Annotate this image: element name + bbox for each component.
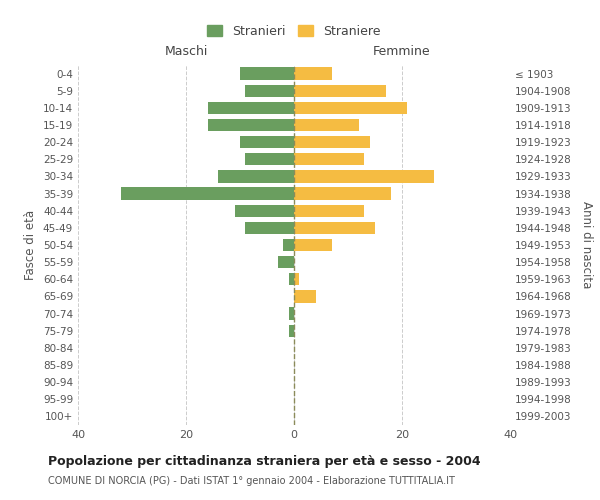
Bar bbox=[294, 170, 434, 182]
Bar bbox=[294, 68, 332, 80]
Y-axis label: Fasce di età: Fasce di età bbox=[25, 210, 37, 280]
Bar bbox=[245, 84, 294, 97]
Bar bbox=[245, 153, 294, 166]
Bar bbox=[245, 222, 294, 234]
Bar bbox=[289, 308, 294, 320]
Bar bbox=[294, 153, 364, 166]
Legend: Stranieri, Straniere: Stranieri, Straniere bbox=[203, 21, 385, 42]
Bar bbox=[289, 273, 294, 285]
Bar bbox=[294, 222, 375, 234]
Bar bbox=[289, 324, 294, 337]
Bar bbox=[294, 119, 359, 131]
Bar bbox=[121, 188, 294, 200]
Bar bbox=[235, 204, 294, 217]
Bar bbox=[294, 290, 316, 302]
Bar bbox=[294, 273, 299, 285]
Bar bbox=[218, 170, 294, 182]
Bar bbox=[294, 84, 386, 97]
Bar bbox=[294, 102, 407, 114]
Bar bbox=[240, 68, 294, 80]
Text: COMUNE DI NORCIA (PG) - Dati ISTAT 1° gennaio 2004 - Elaborazione TUTTITALIA.IT: COMUNE DI NORCIA (PG) - Dati ISTAT 1° ge… bbox=[48, 476, 455, 486]
Bar bbox=[294, 136, 370, 148]
Text: Maschi: Maschi bbox=[164, 45, 208, 58]
Y-axis label: Anni di nascita: Anni di nascita bbox=[580, 202, 593, 288]
Bar bbox=[283, 239, 294, 251]
Bar bbox=[240, 136, 294, 148]
Bar bbox=[208, 102, 294, 114]
Bar bbox=[208, 119, 294, 131]
Bar bbox=[294, 188, 391, 200]
Bar bbox=[294, 204, 364, 217]
Bar bbox=[294, 239, 332, 251]
Bar bbox=[278, 256, 294, 268]
Text: Popolazione per cittadinanza straniera per età e sesso - 2004: Popolazione per cittadinanza straniera p… bbox=[48, 455, 481, 468]
Text: Femmine: Femmine bbox=[373, 45, 431, 58]
